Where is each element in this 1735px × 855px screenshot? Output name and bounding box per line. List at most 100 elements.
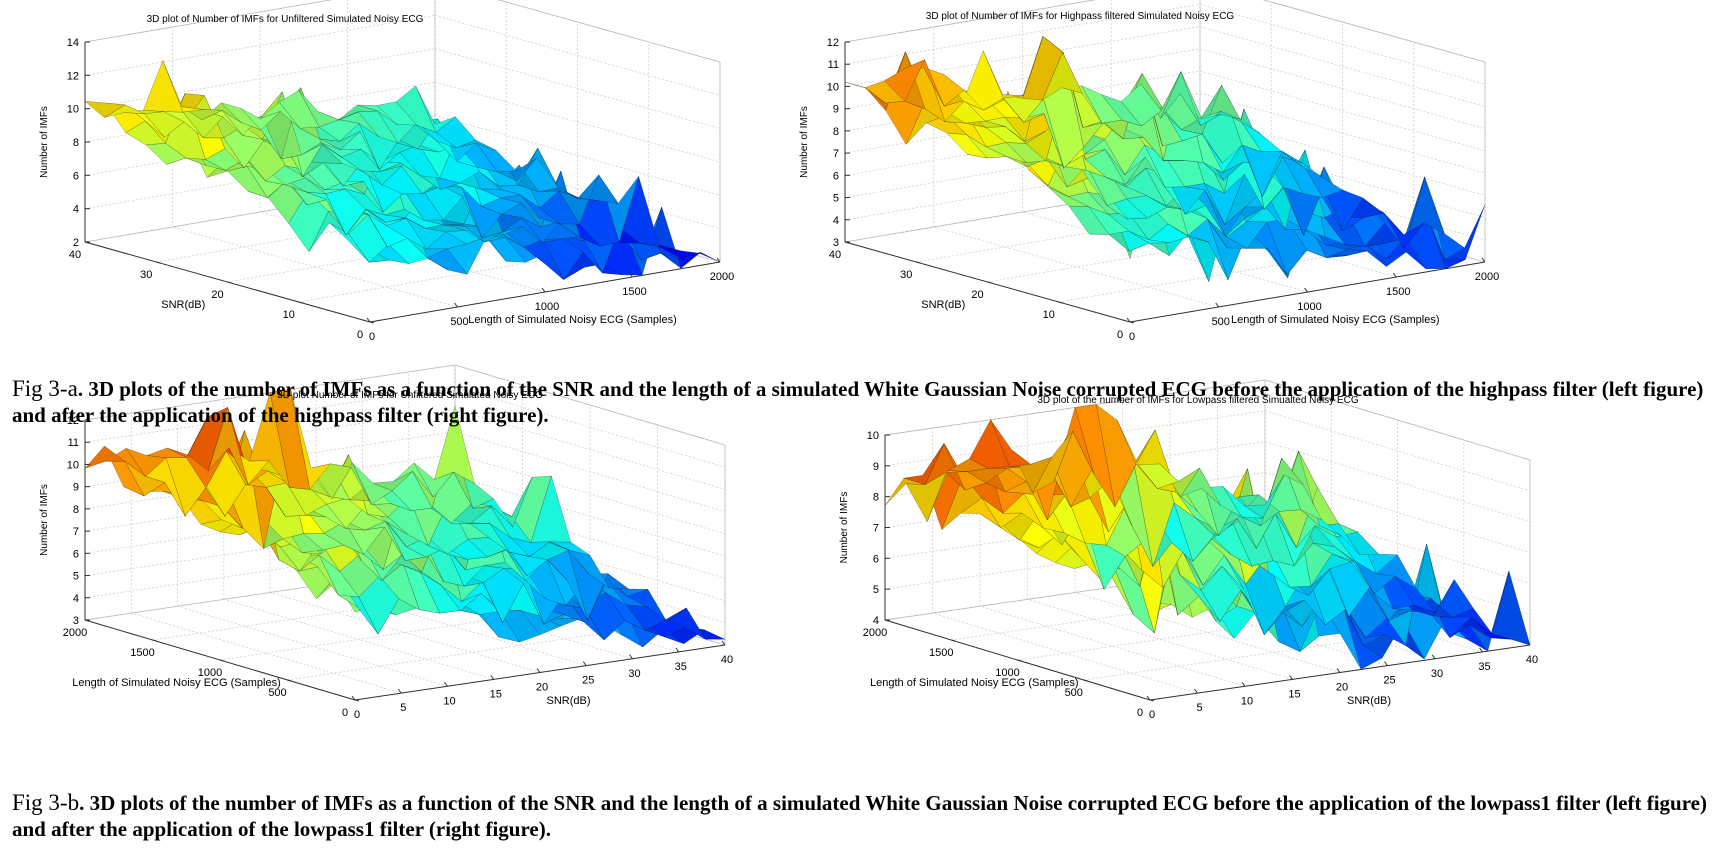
- z-tick-label: 9: [873, 461, 879, 473]
- axis1-tick: [1017, 659, 1022, 662]
- z-tick-label: 8: [833, 126, 839, 138]
- z-tick-label: 11: [828, 59, 839, 71]
- axis1-tick: [1149, 699, 1155, 702]
- axis2-tick: [629, 654, 633, 660]
- z-tick-label: 6: [873, 553, 879, 565]
- axis2-tick: [675, 647, 680, 653]
- floor-gridline: [172, 226, 458, 308]
- axis2-tick: [1431, 654, 1436, 660]
- surface-facet: [884, 477, 926, 506]
- z-gridline: [454, 364, 726, 446]
- caption-a-text: 3D plots of the number of IMFs as a func…: [12, 377, 1704, 427]
- axis1-tick-label: 2000: [863, 627, 887, 639]
- axis2-tick-label: 35: [1478, 661, 1490, 673]
- z-tick-label: 7: [873, 523, 879, 535]
- z-axis-label: Number of IMFs: [799, 106, 810, 178]
- axis2-tick: [582, 661, 587, 666]
- surface-plot-3: 3 4 5 6 7 8 9 10 11 12 2000 1500 1000 500 0 0 5 10 15 20 25 3…: [39, 364, 733, 721]
- surface-mesh: [84, 60, 721, 280]
- axis2-tick: [397, 688, 402, 694]
- axis2-tick: [366, 317, 371, 323]
- z-gridline: [844, 0, 1096, 43]
- axis1-tick: [916, 261, 921, 264]
- axis2-tick: [1304, 287, 1308, 293]
- z-axis-label: Number of IMFs: [39, 484, 50, 556]
- axis2-label: SNR(dB): [1347, 695, 1391, 707]
- z-gridline: [454, 453, 726, 535]
- axis2-tick: [1392, 272, 1397, 278]
- z-tick-label: 5: [73, 571, 79, 583]
- z-gridline: [84, 0, 333, 43]
- axis1-tick: [84, 619, 90, 622]
- axis1-tick: [84, 241, 90, 244]
- chart-title: 3D plot Number of IMFs for Unfiltered Si…: [277, 390, 543, 401]
- axis2-tick-label: 35: [675, 661, 687, 673]
- axis2-tick-label: 20: [536, 682, 548, 694]
- axis2-tick: [1126, 317, 1131, 323]
- axis2-tick-label: 500: [450, 316, 468, 328]
- axis2-tick-label: 25: [1383, 675, 1395, 687]
- z-axis-label: Number of IMFs: [39, 106, 50, 178]
- z-tick-label: 5: [873, 584, 879, 596]
- surface-mesh: [884, 403, 1531, 670]
- axis2-tick-label: 1500: [622, 286, 646, 298]
- axis2-tick-label: 500: [1212, 316, 1230, 328]
- axis1-tick-label: 500: [268, 687, 286, 699]
- axis2-tick: [629, 272, 633, 278]
- axis2-label: Length of Simulated Noisy ECG (Samples): [468, 314, 676, 326]
- axis1-tick: [227, 281, 232, 284]
- figure-caption-a: Fig 3-a. 3D plots of the number of IMFs …: [12, 376, 1712, 428]
- chart-title: 3D plot of the number of IMFs for Lowpas…: [1037, 395, 1358, 406]
- axis2-tick-label: 0: [354, 709, 360, 721]
- caption-b-label: Fig 3-b: [12, 790, 80, 815]
- surface-facet: [143, 60, 184, 113]
- axis1-tick-label: 10: [1043, 309, 1055, 321]
- floor-gridline: [298, 241, 649, 303]
- axis2-tick: [444, 681, 448, 687]
- axis1-tick: [1083, 679, 1088, 682]
- axis2-tick-label: 2000: [710, 271, 734, 283]
- axis1-tick: [287, 679, 292, 682]
- axis1-tick-label: 0: [1137, 707, 1143, 719]
- z-tick-label: 4: [73, 204, 79, 216]
- axis2-tick: [716, 257, 721, 263]
- floor-gridline: [316, 585, 587, 667]
- axis1-tick: [152, 639, 157, 642]
- z-tick-label: 12: [67, 70, 79, 82]
- z-tick-label: 5: [833, 193, 839, 205]
- axis1-tick-label: 500: [1065, 687, 1083, 699]
- axis1-tick: [951, 639, 956, 642]
- z-gridline: [1199, 26, 1486, 107]
- axis1-tick-label: 0: [1117, 329, 1123, 341]
- surface-facet: [84, 445, 126, 469]
- z-tick-label: 10: [827, 81, 839, 93]
- axis1-tick: [1129, 321, 1135, 324]
- z-gridline: [434, 14, 721, 96]
- floor-gridline: [177, 605, 448, 687]
- z-tick-label: 10: [867, 430, 879, 442]
- axis2-tick-label: 1000: [535, 301, 559, 313]
- caption-a-label: Fig 3-a: [12, 376, 78, 401]
- axis1-tick: [219, 659, 225, 662]
- axis2-tick-label: 0: [1129, 331, 1135, 343]
- axis2-tick-label: 25: [582, 675, 594, 687]
- z-gridline: [1199, 70, 1486, 152]
- axis1-tick-label: 1500: [130, 647, 154, 659]
- z-gridline: [454, 497, 726, 579]
- axis1-tick: [354, 699, 360, 702]
- axis2-tick: [1146, 695, 1151, 701]
- axis1-tick-label: 2000: [63, 627, 87, 639]
- axis1-tick-label: 30: [900, 269, 912, 281]
- z-tick-label: 8: [73, 137, 79, 149]
- axis2-tick-label: 30: [628, 668, 640, 680]
- z-tick-label: 14: [67, 37, 79, 49]
- z-tick-label: 6: [73, 548, 79, 560]
- axis2-tick: [1479, 647, 1483, 653]
- axis2-tick-label: 1000: [1297, 301, 1321, 313]
- z-tick-label: 3: [833, 237, 839, 249]
- axis2-tick: [1336, 668, 1341, 673]
- axis1-tick-label: 1000: [198, 667, 222, 679]
- axis2-tick: [1194, 688, 1198, 694]
